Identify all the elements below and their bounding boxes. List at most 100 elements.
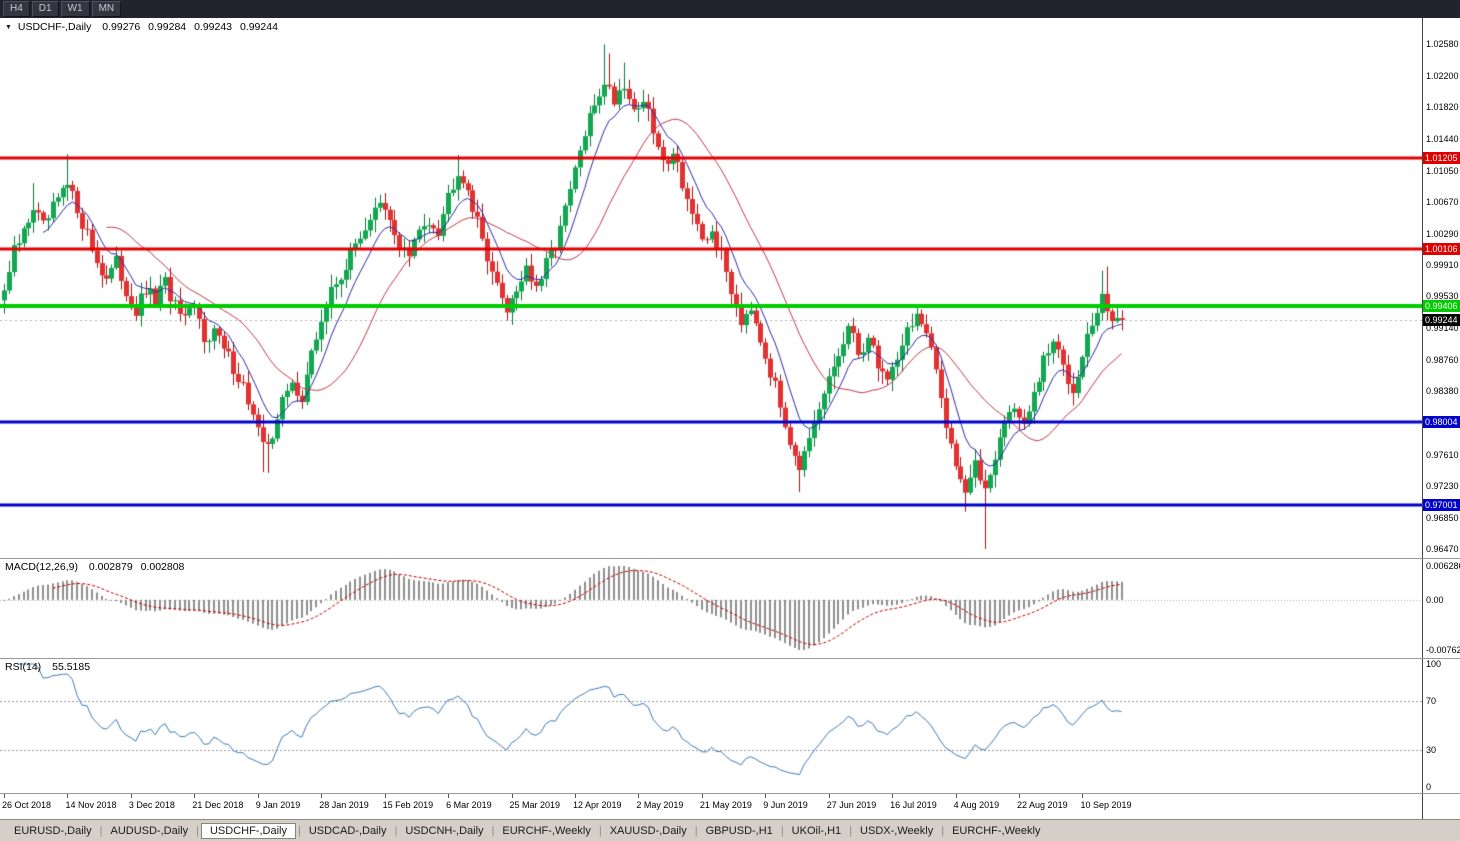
price-axis-tick: 1.02200: [1426, 70, 1459, 81]
time-axis-label: 12 Apr 2019: [572, 800, 622, 810]
time-axis-tickmark: [67, 794, 68, 798]
macd-value-signal: 0.002808: [140, 561, 185, 573]
price-axis-tick: 1.00290: [1426, 228, 1459, 239]
time-axis-tickmark: [702, 794, 703, 798]
time-axis-tickmark: [829, 794, 830, 798]
timeframe-button-mn[interactable]: MN: [91, 1, 122, 17]
chart-tab-usdchf-daily[interactable]: USDCHF-,Daily: [200, 822, 296, 839]
chart-tab-bar: EURUSD-,Daily | AUDUSD-,Daily | USDCHF-,Dail…: [0, 819, 1460, 841]
time-axis-label: 16 Jul 2019: [890, 800, 937, 810]
time-axis-tickmark: [956, 794, 957, 798]
price-axis-tick: 0.98760: [1426, 354, 1459, 365]
chart-tab-ukoil-h1[interactable]: UKOil-,H1: [791, 824, 842, 837]
macd-title: MACD(12,26,9): [5, 561, 78, 573]
price-level-tag: 0.98004: [1423, 416, 1460, 429]
price-axis-tick: 1.01440: [1426, 133, 1459, 144]
price-axis-tick: 0.99140: [1426, 323, 1459, 334]
time-axis-tickmark: [385, 794, 386, 798]
timeframe-button-d1[interactable]: D1: [31, 1, 59, 17]
chart-tab-audusd-daily[interactable]: AUDUSD-,Daily: [110, 824, 189, 837]
rsi-value: 55.5185: [52, 661, 91, 673]
macd-axis-tick: 0.00: [1426, 594, 1444, 605]
tab-separator: |: [491, 824, 495, 837]
price-axis-tick: 0.97230: [1426, 481, 1459, 492]
chart-symbol-label: USDCHF-,Daily: [17, 21, 92, 33]
time-axis-label: 4 Aug 2019: [953, 800, 1000, 810]
tab-separator: |: [297, 824, 301, 837]
time-axis-tickmark: [321, 794, 322, 798]
rsi-axis-tick: 30: [1426, 745, 1437, 756]
price-axis-tick: 1.01050: [1426, 165, 1459, 176]
price-axis: 1.02580 1.02200 1.01820 1.01440 1.01050 1.006…: [1422, 18, 1460, 819]
rsi-axis-tick: 0: [1426, 782, 1432, 792]
macd-axis-tick: 0.006286: [1426, 561, 1460, 571]
chart-tab-eurchf-weekly[interactable]: EURCHF-,Weekly: [502, 824, 591, 837]
price-axis-tick: 0.99910: [1426, 259, 1459, 270]
price-axis-tick: 1.00670: [1426, 197, 1459, 208]
price-axis-tick: 1.01820: [1426, 102, 1459, 113]
time-axis: 26 Oct 2018 14 Nov 2018 3 Dec 2018 21 Dec 2…: [0, 793, 1422, 819]
price-axis-tick: 1.02580: [1426, 39, 1459, 50]
tab-separator: |: [196, 824, 199, 837]
rsi-header: RSI(14) 55.5185: [5, 661, 95, 673]
chart-region: ▼ USDCHF-,Daily 0.99276 0.99284 0.99243 …: [0, 18, 1460, 841]
time-axis-label: 22 Aug 2019: [1017, 800, 1068, 810]
time-axis-tickmark: [512, 794, 513, 798]
time-axis-tickmark: [1019, 794, 1020, 798]
time-axis-label: 6 Mar 2019: [446, 800, 492, 810]
rsi-axis-tick: 70: [1426, 695, 1437, 706]
tab-separator: |: [99, 824, 103, 837]
chart-tab-eurchf-weekly[interactable]: EURCHF-,Weekly: [952, 824, 1041, 837]
price-level-tag: 0.97001: [1423, 499, 1460, 512]
chart-tab-usdcad-daily[interactable]: USDCAD-,Daily: [308, 824, 387, 837]
time-axis-tickmark: [575, 794, 576, 798]
time-axis-tickmark: [4, 794, 5, 798]
ohlc-open: 0.99276: [102, 21, 141, 33]
price-chart-canvas[interactable]: [0, 18, 1422, 558]
time-axis-label: 28 Jan 2019: [319, 800, 369, 810]
panel-divider-rsi[interactable]: [0, 658, 1460, 659]
panel-divider-timeaxis: [0, 793, 1460, 794]
chart-tab-eurusd-daily[interactable]: EURUSD-,Daily: [14, 824, 92, 837]
tab-separator: |: [694, 824, 698, 837]
chart-tab-usdcnh-daily[interactable]: USDCNH-,Daily: [405, 824, 484, 837]
price-level-tag: 1.01205: [1423, 151, 1460, 164]
time-axis-tickmark: [638, 794, 639, 798]
rsi-title: RSI(14): [5, 661, 42, 673]
tab-separator: |: [394, 824, 398, 837]
chart-header: ▼ USDCHF-,Daily 0.99276 0.99284 0.99243 …: [5, 21, 283, 33]
panel-divider-macd[interactable]: [0, 558, 1460, 559]
time-axis-label: 2 May 2019: [636, 800, 684, 810]
timeframe-button-w1[interactable]: W1: [60, 1, 90, 17]
tab-separator: |: [598, 824, 602, 837]
price-axis-tick: 0.99530: [1426, 291, 1459, 302]
rsi-axis-tick: 100: [1426, 659, 1442, 669]
chart-dropdown-icon[interactable]: ▼: [5, 24, 12, 31]
tab-separator: |: [780, 824, 784, 837]
time-axis-label: 10 Sep 2019: [1080, 800, 1132, 810]
time-axis-label: 21 May 2019: [699, 800, 752, 810]
ohlc-low: 0.99243: [194, 21, 233, 33]
macd-value-main: 0.002879: [88, 561, 133, 573]
macd-axis-tick: -0.00762: [1426, 645, 1460, 655]
chart-tab-gbpusd-h1[interactable]: GBPUSD-,H1: [705, 824, 773, 837]
time-axis-tickmark: [1082, 794, 1083, 798]
chart-tab-xauusd-daily[interactable]: XAUUSD-,Daily: [609, 824, 687, 837]
ohlc-close: 0.99244: [239, 21, 278, 33]
time-axis-label: 21 Dec 2018: [192, 800, 244, 810]
price-level-tag: 0.99406: [1423, 300, 1460, 313]
tab-separator: |: [849, 824, 853, 837]
time-axis-tickmark: [765, 794, 766, 798]
time-axis-label: 9 Jun 2019: [763, 800, 808, 810]
time-axis-tickmark: [448, 794, 449, 798]
macd-indicator-canvas[interactable]: [0, 558, 1422, 658]
rsi-indicator-canvas[interactable]: [0, 658, 1422, 793]
time-axis-label: 9 Jan 2019: [255, 800, 301, 810]
timeframe-button-h4[interactable]: H4: [3, 1, 30, 17]
time-axis-label: 27 Jun 2019: [826, 800, 877, 810]
chart-tab-usdx-weekly[interactable]: USDX-,Weekly: [860, 824, 934, 837]
time-axis-tickmark: [131, 794, 132, 798]
time-axis-label: 3 Dec 2018: [128, 800, 175, 810]
time-axis-tickmark: [892, 794, 893, 798]
time-axis-label: 25 Mar 2019: [509, 800, 561, 810]
